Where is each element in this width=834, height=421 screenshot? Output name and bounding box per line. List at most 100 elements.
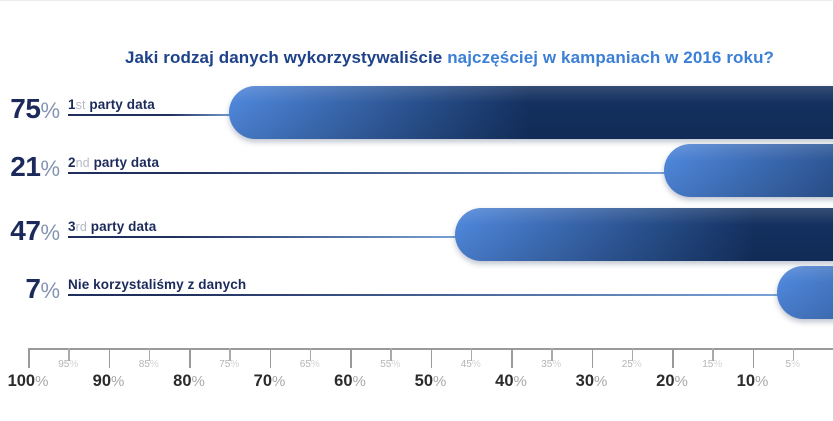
axis-minor-tick bbox=[390, 348, 392, 361]
axis-minor-tick bbox=[229, 348, 231, 361]
value-label: 47% bbox=[0, 217, 60, 245]
axis-minor-tick-label: 75% bbox=[219, 359, 239, 370]
percent-sign: % bbox=[791, 359, 800, 370]
percent-sign: % bbox=[40, 278, 60, 303]
percent-sign: % bbox=[391, 359, 401, 370]
bar bbox=[454, 208, 833, 261]
chart-title: Jaki rodzaj danych wykorzystywaliście na… bbox=[70, 48, 829, 68]
axis-tick-number: 30 bbox=[575, 372, 595, 390]
bar bbox=[229, 86, 833, 139]
category-label-ordinal: st bbox=[75, 98, 86, 112]
axis-tick-number: 50 bbox=[414, 372, 434, 390]
percent-sign: % bbox=[191, 373, 205, 390]
axis-major-tick bbox=[591, 348, 594, 368]
axis-minor-tick bbox=[148, 348, 151, 361]
axis-minor-tick bbox=[470, 348, 473, 361]
category-label: 3rd party data bbox=[68, 219, 156, 235]
value-number: 47 bbox=[10, 215, 41, 246]
axis-major-tick-label: 100% bbox=[8, 372, 49, 391]
axis-major-tick bbox=[28, 348, 30, 368]
axis-tick-number: 20 bbox=[656, 372, 675, 390]
percent-sign: % bbox=[352, 373, 366, 390]
axis-minor-tick bbox=[712, 348, 714, 361]
axis-major-tick bbox=[189, 348, 191, 368]
category-label-number: 1 bbox=[68, 97, 76, 112]
category-label-number: 3 bbox=[68, 219, 76, 234]
axis-tick-number: 95 bbox=[58, 359, 70, 370]
value-number: 21 bbox=[10, 151, 41, 182]
axis-minor-tick-label: 25% bbox=[622, 359, 642, 370]
axis-minor-tick-label: 85% bbox=[139, 359, 159, 370]
axis-tick-number: 65 bbox=[299, 359, 311, 370]
axis-minor-tick bbox=[309, 348, 312, 361]
percent-sign: % bbox=[433, 373, 447, 390]
axis-minor-tick bbox=[68, 348, 70, 361]
percent-sign: % bbox=[674, 373, 688, 390]
axis-minor-tick-label: 35% bbox=[541, 359, 561, 370]
percent-sign: % bbox=[40, 98, 60, 123]
bar bbox=[776, 266, 833, 319]
axis-tick-number: 10 bbox=[736, 372, 756, 390]
axis-major-tick bbox=[350, 348, 352, 368]
axis-major-tick-label: 20% bbox=[656, 372, 688, 391]
percent-sign: % bbox=[755, 373, 769, 390]
axis-major-tick-label: 50% bbox=[415, 372, 447, 391]
percent-sign: % bbox=[552, 359, 562, 370]
axis-tick-number: 55 bbox=[380, 359, 392, 370]
axis-minor-tick-label: 55% bbox=[380, 359, 400, 370]
category-label: 2nd party data bbox=[68, 155, 159, 171]
bar-row: 47% 3rd party data bbox=[0, 208, 833, 261]
category-label-number: 2 bbox=[68, 155, 76, 170]
axis-tick-number: 25 bbox=[621, 359, 633, 370]
axis-tick-number: 70 bbox=[253, 372, 273, 390]
percent-sign: % bbox=[69, 359, 79, 370]
axis-tick-number: 90 bbox=[92, 372, 112, 390]
axis-tick-number: 60 bbox=[334, 372, 353, 390]
axis-major-tick bbox=[430, 348, 433, 368]
category-label-text: party data bbox=[85, 97, 155, 112]
bar-row: 75% 1st party data bbox=[0, 86, 833, 139]
axis-minor-tick-label: 95% bbox=[58, 359, 78, 370]
bar-row: 21% 2nd party data bbox=[0, 144, 833, 197]
axis-tick-number: 15 bbox=[702, 359, 714, 370]
axis-major-tick bbox=[269, 348, 272, 368]
percent-sign: % bbox=[35, 373, 49, 390]
value-number: 7 bbox=[25, 273, 41, 304]
leader-line bbox=[68, 294, 785, 296]
percent-sign: % bbox=[471, 359, 481, 370]
axis-major-tick bbox=[108, 348, 111, 368]
category-label-ordinal: rd bbox=[75, 220, 87, 234]
leader-line bbox=[68, 114, 238, 116]
percent-sign: % bbox=[713, 359, 723, 370]
percent-sign: % bbox=[111, 373, 125, 390]
category-label-text: party data bbox=[86, 219, 157, 234]
percent-sign: % bbox=[594, 373, 608, 390]
axis-major-tick bbox=[672, 348, 674, 368]
axis-tick-number: 35 bbox=[541, 359, 553, 370]
category-label-text: Nie korzystaliśmy z danych bbox=[68, 277, 247, 292]
axis-tick-number: 100 bbox=[7, 372, 36, 390]
axis-major-tick bbox=[752, 348, 755, 368]
value-label: 75% bbox=[0, 95, 60, 123]
category-label-ordinal: nd bbox=[75, 156, 90, 170]
axis-major-tick-label: 70% bbox=[254, 372, 286, 391]
leader-line bbox=[68, 172, 672, 174]
axis-minor-tick-label: 5% bbox=[786, 359, 800, 370]
leader-line bbox=[68, 236, 463, 238]
axis-tick-number: 40 bbox=[495, 372, 514, 390]
percent-sign: % bbox=[40, 220, 60, 245]
axis-major-tick bbox=[511, 348, 513, 368]
value-number: 75 bbox=[10, 93, 41, 124]
axis-minor-tick-label: 45% bbox=[461, 359, 481, 370]
category-label: Nie korzystaliśmy z danych bbox=[68, 277, 246, 292]
axis-minor-tick bbox=[792, 348, 795, 361]
percent-sign: % bbox=[40, 156, 60, 181]
axis-major-tick-label: 30% bbox=[576, 372, 608, 391]
axis-minor-tick-label: 15% bbox=[702, 359, 722, 370]
category-label: 1st party data bbox=[68, 97, 155, 113]
axis-tick-number: 85 bbox=[138, 359, 150, 370]
axis-major-tick-label: 90% bbox=[93, 372, 125, 391]
value-label: 7% bbox=[0, 275, 60, 303]
chart-title-light-part: najczęściej w kampaniach w 2016 roku? bbox=[447, 48, 775, 67]
